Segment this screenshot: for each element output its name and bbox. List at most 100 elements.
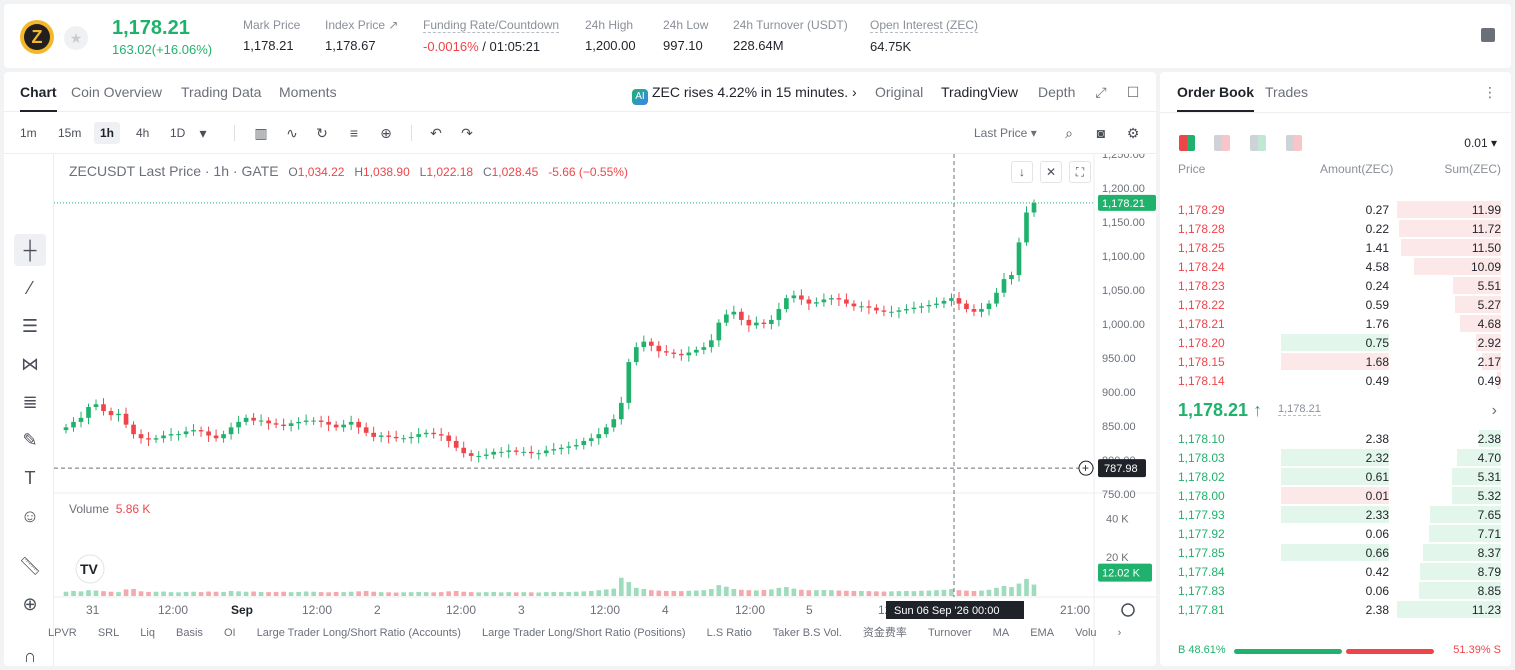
candlestick-chart[interactable]: 1,250.00 1,200.00 1,150.00 1,100.00 1,050.00… — [54, 154, 1156, 666]
ask-row[interactable]: 1,178.15 1.68 2.17 — [1172, 352, 1501, 371]
scroll-down-icon[interactable]: ↓ — [1011, 161, 1033, 183]
indicator-ma[interactable]: MA — [992, 627, 1010, 639]
zoom-in-icon[interactable]: ⊕ — [22, 594, 38, 614]
chevron-right-icon[interactable]: › — [1491, 402, 1497, 419]
ask-row[interactable]: 1,178.21 1.76 4.68 — [1172, 314, 1501, 333]
fullscreen-icon[interactable]: ⛶ — [1069, 161, 1091, 183]
view-tab-depth[interactable]: Depth — [1038, 84, 1076, 100]
templates-icon[interactable]: ≡ — [349, 125, 359, 141]
volume-bar — [806, 590, 812, 596]
stat-funding-rate[interactable]: Funding Rate/Countdown -0.0016% / 01:05:… — [423, 18, 560, 54]
bid-row[interactable]: 1,177.92 0.06 7.71 — [1172, 524, 1501, 543]
bid-row[interactable]: 1,178.00 0.01 5.32 — [1172, 486, 1501, 505]
brush-icon[interactable]: ✎ — [22, 430, 38, 450]
ask-row[interactable]: 1,178.28 0.22 11.72 — [1172, 219, 1501, 238]
ask-row[interactable]: 1,178.24 4.58 10.09 — [1172, 257, 1501, 276]
indicator-turnover[interactable]: Turnover — [927, 627, 972, 639]
timeframe-dropdown-icon[interactable]: ▾ — [199, 125, 207, 141]
indicator-liq[interactable]: Liq — [140, 627, 155, 639]
book-icon[interactable] — [1481, 28, 1495, 42]
timeframe-4h[interactable]: 4h — [136, 126, 150, 140]
magnet-icon[interactable]: ∩ — [23, 646, 37, 666]
timeframe-1h[interactable]: 1h — [94, 122, 121, 144]
view-tab-original[interactable]: Original — [875, 84, 924, 100]
pattern-icon[interactable]: ⋈ — [21, 354, 39, 374]
ask-row[interactable]: 1,178.22 0.59 5.27 — [1172, 295, 1501, 314]
ask-row[interactable]: 1,178.23 0.24 5.51 — [1172, 276, 1501, 295]
bid-depth-bar — [1457, 449, 1501, 466]
bid-row[interactable]: 1,177.85 0.66 8.37 — [1172, 543, 1501, 562]
news-ticker[interactable]: AI ZEC rises 4.22% in 15 minutes. › — [632, 84, 857, 105]
bid-row[interactable]: 1,178.02 0.61 5.31 — [1172, 467, 1501, 486]
layout-asks-icon[interactable] — [1214, 135, 1230, 151]
stat-index-price[interactable]: Index Price ↗ 1,178.67 — [325, 18, 399, 53]
more-menu-icon[interactable]: ⋮ — [1483, 84, 1497, 100]
last-price-tag — [1098, 194, 1156, 211]
price-source-select[interactable]: Last Price ▾ — [974, 126, 1037, 140]
tab-chart[interactable]: Chart — [20, 84, 57, 112]
tab-moments[interactable]: Moments — [279, 84, 337, 100]
indicator-volume[interactable]: Volu — [1075, 627, 1097, 639]
crosshair-icon[interactable]: ┼ — [14, 234, 46, 266]
window-icon[interactable]: ☐ — [1126, 84, 1140, 100]
indicator-srl[interactable]: SRL — [97, 627, 120, 639]
text-tool-icon[interactable]: T — [24, 468, 36, 488]
bid-row[interactable]: 1,177.84 0.42 8.79 — [1172, 562, 1501, 581]
camera-icon[interactable]: ◙ — [1096, 125, 1106, 141]
layout-bids-icon[interactable] — [1250, 135, 1266, 151]
precision-select[interactable]: 0.01 ▾ — [1464, 136, 1497, 150]
indicator-ema[interactable]: EMA — [1030, 627, 1055, 639]
bid-row[interactable]: 1,177.83 0.06 8.85 — [1172, 581, 1501, 600]
volume-bar — [851, 590, 857, 596]
indicator-basis[interactable]: Basis — [176, 627, 203, 639]
tab-order-book[interactable]: Order Book — [1177, 84, 1255, 112]
ruler-icon[interactable]: 📏︎ — [18, 556, 42, 576]
favorite-star-icon[interactable]: ★ — [64, 26, 88, 50]
bid-row[interactable]: 1,177.81 2.38 11.23 — [1172, 600, 1501, 619]
volume-bar — [904, 590, 909, 596]
horizontal-lines-icon[interactable]: ☰ — [21, 316, 39, 336]
candle-type-icon[interactable]: ▥ — [254, 125, 268, 141]
indicator-oi[interactable]: OI — [224, 627, 236, 639]
volume-bar — [176, 592, 181, 596]
add-indicator-icon[interactable]: ⊕ — [380, 125, 392, 141]
bid-row[interactable]: 1,177.93 2.33 7.65 — [1172, 505, 1501, 524]
bid-row[interactable]: 1,178.10 2.38 2.38 — [1172, 429, 1501, 448]
bid-price: 1,177.84 — [1178, 565, 1225, 579]
layout-both-icon[interactable] — [1179, 135, 1195, 151]
tab-trading-data[interactable]: Trading Data — [181, 84, 262, 100]
timeframe-15m[interactable]: 15m — [58, 126, 82, 140]
bid-row[interactable]: 1,178.03 2.32 4.70 — [1172, 448, 1501, 467]
bid-amount: 0.61 — [1365, 470, 1389, 484]
trendline-icon[interactable]: ⁄ — [28, 278, 32, 298]
fib-icon[interactable]: ≣ — [22, 392, 38, 412]
ask-row[interactable]: 1,178.25 1.41 11.50 — [1172, 238, 1501, 257]
emoji-icon[interactable]: ☺ — [20, 506, 40, 526]
tab-trades[interactable]: Trades — [1265, 84, 1309, 100]
candle-body — [806, 299, 812, 304]
timeframe-1d[interactable]: 1D — [170, 126, 186, 140]
close-x-icon[interactable]: ✕ — [1040, 161, 1062, 183]
expand-icon[interactable]: ⤢ — [1095, 84, 1107, 100]
settings-gear-icon[interactable]: ⚙ — [1126, 125, 1140, 141]
ask-row[interactable]: 1,178.20 0.75 2.92 — [1172, 333, 1501, 352]
view-tab-tradingview[interactable]: TradingView — [941, 84, 1019, 100]
indicator-taker-vol[interactable]: Taker B.S Vol. — [772, 627, 842, 639]
undo-icon[interactable]: ↶ — [430, 125, 442, 141]
indicator-ltlsr-positions[interactable]: Large Trader Long/Short Ratio (Positions… — [481, 627, 686, 639]
tab-coin-overview[interactable]: Coin Overview — [71, 84, 163, 100]
timeframe-1m[interactable]: 1m — [20, 126, 37, 140]
ask-row[interactable]: 1,178.29 0.27 11.99 — [1172, 200, 1501, 219]
indicator-scroll-right-icon[interactable]: › — [1117, 627, 1122, 639]
indicator-ltlsr-accounts[interactable]: Large Trader Long/Short Ratio (Accounts) — [256, 627, 461, 639]
chart-area[interactable]: 1,250.00 1,200.00 1,150.00 1,100.00 1,050.00… — [54, 154, 1156, 666]
search-icon[interactable]: ⌕ — [1065, 125, 1073, 141]
indicator-lpvr[interactable]: LPVR — [48, 627, 77, 639]
indicators-icon[interactable]: ∿ — [286, 125, 298, 141]
refresh-icon[interactable]: ↻ — [316, 125, 328, 141]
layout-alt-icon[interactable] — [1286, 135, 1302, 151]
ask-row[interactable]: 1,178.14 0.49 0.49 — [1172, 371, 1501, 390]
indicator-ls-ratio[interactable]: L.S Ratio — [706, 627, 752, 639]
indicator-funding-rate[interactable]: 资金费率 — [862, 627, 907, 639]
redo-icon[interactable]: ↷ — [461, 125, 473, 141]
